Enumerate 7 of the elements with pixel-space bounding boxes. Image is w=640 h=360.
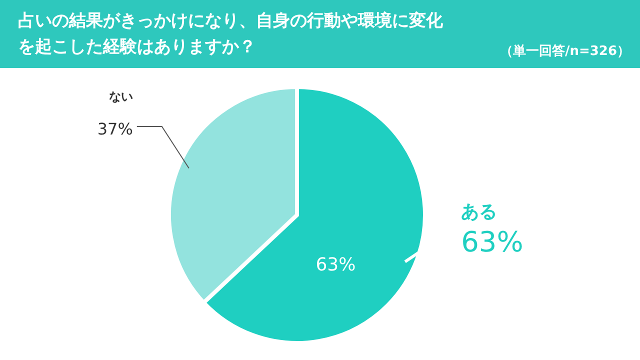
chart-title: 占いの結果がきっかけになり、自身の行動や環境に変化を起こした経験はありますか？ <box>18 10 444 59</box>
data-label: 63% <box>461 225 524 258</box>
slice-label: ない <box>108 90 133 104</box>
data-label: 37% <box>97 120 133 139</box>
slice-label: ある <box>461 201 498 222</box>
text: （単一回答/n=326） <box>500 43 630 60</box>
text: 63% <box>316 254 356 276</box>
